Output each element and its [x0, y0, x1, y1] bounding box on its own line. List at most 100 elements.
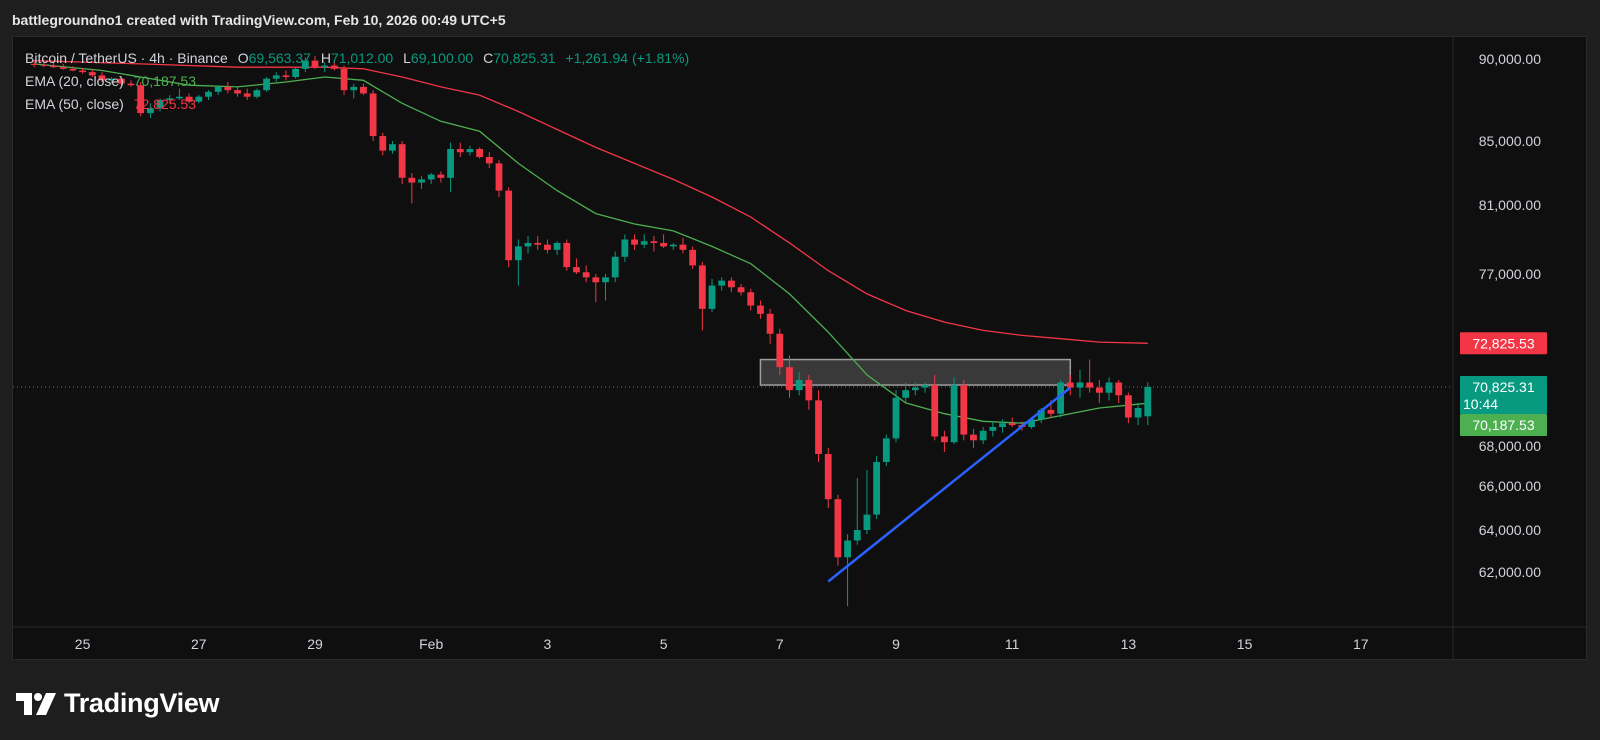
- price-tick-label: 77,000.00: [1479, 266, 1541, 282]
- candle-body: [1047, 409, 1055, 414]
- candle-down: [631, 234, 638, 250]
- candle-body: [757, 305, 764, 314]
- candle-down: [563, 239, 571, 271]
- candle-down: [534, 236, 542, 250]
- candle-body: [311, 60, 319, 68]
- candle-down: [815, 390, 822, 462]
- candle-up: [214, 85, 222, 96]
- candle-up: [669, 242, 677, 250]
- candle-up: [253, 88, 261, 99]
- candle-down: [340, 65, 348, 96]
- candle-down: [69, 66, 77, 72]
- candle-up: [447, 142, 454, 193]
- candle-up: [853, 478, 861, 545]
- candle-body: [941, 436, 948, 443]
- candle-body: [30, 63, 38, 65]
- candle-down: [185, 93, 193, 104]
- candle-body: [292, 68, 300, 78]
- candle-down: [224, 81, 232, 94]
- candle-down: [698, 261, 706, 331]
- chart-panel[interactable]: 62,000.00 64,000.00 66,000.00 68,000.00 77,0…: [12, 36, 1587, 660]
- candle-up: [156, 98, 164, 112]
- candle-up: [892, 390, 900, 443]
- candlestick-chart[interactable]: 62,000.00 64,000.00 66,000.00 68,000.00 77,0…: [13, 37, 1586, 659]
- time-tick-label: 27: [191, 636, 207, 652]
- candle-down: [805, 374, 813, 410]
- drawing-layer: [13, 358, 1453, 388]
- candle-body: [979, 430, 987, 441]
- last-price-label-bg: [1460, 375, 1547, 414]
- candle-body: [1076, 382, 1084, 388]
- candle-down: [30, 60, 38, 68]
- time-tick-label: Feb: [419, 636, 443, 652]
- ascending-trendline: [827, 386, 1072, 583]
- time-tick-label: 7: [776, 636, 784, 652]
- candle-body: [573, 267, 580, 273]
- candle-down: [79, 68, 86, 74]
- candle-down: [379, 132, 387, 156]
- price-tick-label: 68,000.00: [1479, 438, 1541, 454]
- candle-up: [640, 234, 648, 249]
- candle-body: [911, 387, 919, 391]
- price-tick-label: 64,000.00: [1479, 522, 1541, 538]
- candle-up: [1105, 377, 1113, 401]
- candle-down: [408, 173, 416, 204]
- candle-up: [418, 176, 425, 189]
- time-tick-label: 9: [892, 636, 900, 652]
- candle-body: [737, 287, 745, 293]
- footer-bar: TradingView: [0, 660, 1600, 740]
- candle-body: [1125, 395, 1132, 418]
- candle-down: [476, 147, 484, 159]
- time-tick-label: 17: [1353, 636, 1369, 652]
- price-tick-label: 85,000.00: [1479, 133, 1541, 149]
- candle-body: [708, 285, 716, 309]
- candle-body: [166, 98, 174, 100]
- candle-body: [117, 78, 125, 84]
- candle-body: [1144, 386, 1152, 417]
- candle-body: [1057, 382, 1065, 414]
- ema50-price-label: 72,825.53: [1460, 332, 1547, 355]
- time-tick-label: 25: [75, 636, 91, 652]
- candle-body: [631, 239, 638, 245]
- candle-body: [1008, 423, 1016, 426]
- candle-down: [1008, 417, 1016, 427]
- candle-up: [718, 277, 726, 291]
- tradingview-logo-icon: [16, 692, 56, 715]
- candle-up: [292, 67, 300, 79]
- candle-up: [979, 427, 987, 445]
- candle-body: [553, 242, 561, 250]
- ema20-price-label-bg: [1460, 413, 1547, 436]
- candle-down: [117, 76, 125, 86]
- candle-down: [495, 160, 503, 197]
- candle-down: [282, 70, 290, 81]
- candle-down: [1066, 374, 1074, 396]
- candle-down: [127, 80, 135, 87]
- candle-down: [824, 448, 832, 508]
- candle-down: [766, 308, 774, 344]
- candle-body: [195, 96, 203, 102]
- candle-body: [398, 144, 406, 178]
- candle-down: [137, 81, 145, 117]
- candle-down: [786, 355, 793, 398]
- candle-body: [853, 530, 861, 541]
- last-price-label-text: 70,825.31: [1472, 379, 1534, 395]
- candle-body: [437, 174, 445, 178]
- candle-body: [1095, 387, 1103, 393]
- tradingview-logo[interactable]: TradingView: [16, 688, 220, 719]
- candle-body: [389, 144, 396, 151]
- time-tick-label: 15: [1237, 636, 1253, 652]
- candle-body: [1134, 408, 1142, 418]
- candle-up: [1134, 402, 1142, 426]
- candle-up: [708, 278, 716, 313]
- candle-down: [40, 62, 48, 68]
- ema50-price-label-text: 72,825.53: [1472, 335, 1534, 351]
- candle-up: [195, 95, 203, 104]
- candle-body: [360, 86, 367, 94]
- candle-down: [234, 86, 241, 97]
- tradingview-brand: TradingView: [64, 688, 220, 718]
- candle-up: [602, 274, 609, 301]
- candle-body: [1115, 382, 1123, 396]
- candle-down: [1115, 379, 1123, 403]
- candle-up: [911, 382, 919, 396]
- candle-down: [1125, 392, 1132, 424]
